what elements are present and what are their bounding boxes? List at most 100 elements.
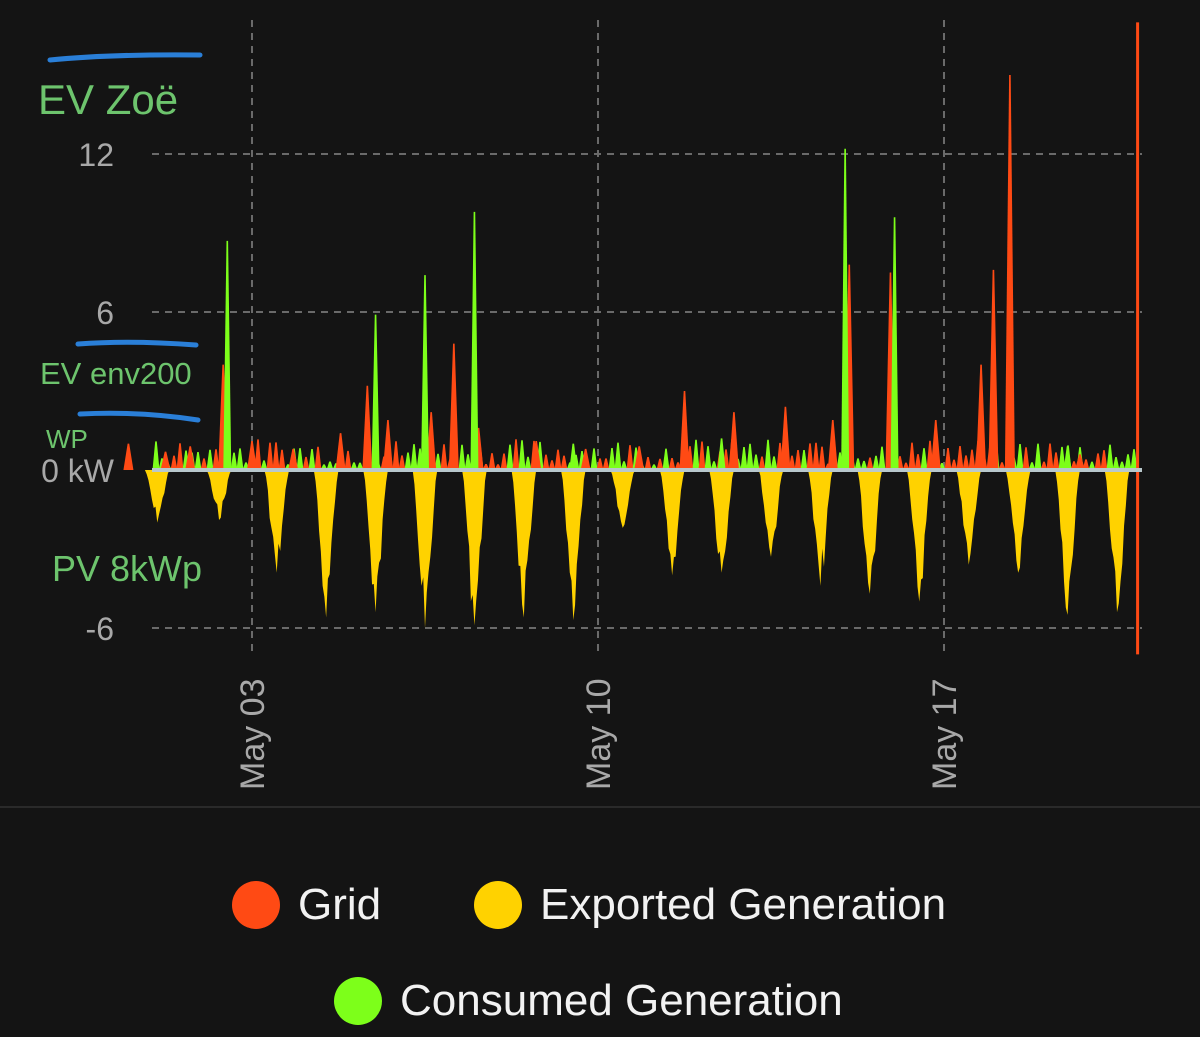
exported-generation-trough xyxy=(412,470,438,628)
baseline-bump xyxy=(542,454,550,470)
baseline-bump xyxy=(878,446,886,470)
x-tick-label: May 10 xyxy=(580,679,618,791)
baseline-bump xyxy=(500,453,508,470)
baseline-bump xyxy=(458,444,466,470)
baseline-bump xyxy=(860,460,868,470)
baseline-bump xyxy=(1034,443,1042,470)
exported-generation-trough xyxy=(313,470,339,618)
baseline-bump xyxy=(758,456,766,470)
exported-generation-trough xyxy=(906,470,932,602)
exported-generation-trough xyxy=(857,470,883,594)
baseline-bump xyxy=(752,454,760,470)
x-tick-label: May 03 xyxy=(234,679,272,791)
legend-item-grid[interactable]: Grid xyxy=(232,880,381,930)
legend-item-exported-generation[interactable]: Exported Generation xyxy=(474,880,946,930)
baseline-bump xyxy=(440,444,448,470)
baseline-bump xyxy=(488,453,496,470)
baseline-bump xyxy=(620,461,628,470)
grid-spike xyxy=(780,406,791,470)
baseline-bump xyxy=(968,449,976,470)
baseline-bump xyxy=(1094,453,1102,470)
legend-dot-exported-generation xyxy=(474,881,522,929)
baseline-bump xyxy=(656,458,664,470)
underline-wp xyxy=(77,410,201,423)
legend-dot-consumed-generation xyxy=(334,977,382,1025)
grid-spike xyxy=(185,446,196,470)
baseline-bump xyxy=(554,449,562,470)
baseline-bump xyxy=(590,448,598,470)
y-tick-label: 0 kW xyxy=(41,453,115,489)
baseline-bump xyxy=(398,455,406,470)
baseline-bump xyxy=(662,448,670,470)
exported-generation-trough xyxy=(1055,470,1080,615)
baseline-bump xyxy=(914,454,922,470)
exported-generation-trough xyxy=(956,470,982,565)
exported-generation-trough xyxy=(462,470,487,626)
baseline-bump xyxy=(524,456,532,470)
baseline-bump xyxy=(392,441,400,470)
baseline-bump xyxy=(812,442,820,470)
legend: Grid Exported Generation Consumed Genera… xyxy=(0,808,1200,1037)
baseline-bump xyxy=(1088,461,1096,470)
grid-spike xyxy=(1004,75,1015,470)
baseline-bump xyxy=(866,457,874,470)
baseline-bump xyxy=(1052,452,1060,470)
baseline-bump xyxy=(170,455,178,470)
baseline-bump xyxy=(962,455,970,470)
baseline-bump xyxy=(512,439,520,470)
baseline-bump xyxy=(944,447,952,470)
legend-item-consumed-generation[interactable]: Consumed Generation xyxy=(334,976,843,1026)
baseline-bump xyxy=(644,456,652,470)
consumed-generation-spike xyxy=(841,148,850,470)
baseline-bump xyxy=(326,461,334,470)
baseline-bump xyxy=(302,456,310,470)
consumed-generation-spike xyxy=(569,443,578,470)
exported-generation-trough xyxy=(144,470,170,523)
baseline-bump xyxy=(548,460,556,470)
baseline-bump xyxy=(518,440,526,470)
baseline-bump xyxy=(770,456,778,470)
baseline-bump xyxy=(614,442,622,470)
baseline-bump xyxy=(1016,444,1024,470)
baseline-bump xyxy=(806,443,814,470)
baseline-bump xyxy=(698,441,706,470)
baseline-bump xyxy=(200,458,208,470)
baseline-bump xyxy=(854,458,862,470)
baseline-bump xyxy=(920,448,928,470)
exported-generation-trough xyxy=(1104,470,1130,613)
grid-spike xyxy=(634,446,645,470)
baseline-bump xyxy=(1046,443,1054,470)
baseline-bump xyxy=(596,458,604,470)
baseline-bump xyxy=(746,443,754,470)
exported-generation-trough xyxy=(808,470,833,586)
baseline-bump xyxy=(872,455,880,470)
exported-generation-trough xyxy=(264,470,290,573)
grid-spike xyxy=(335,433,346,470)
baseline-bump xyxy=(950,459,958,470)
grid-spike xyxy=(827,419,838,470)
exported-generation-trough xyxy=(758,470,784,557)
legend-label-consumed-generation: Consumed Generation xyxy=(400,976,843,1025)
exported-generation-trough xyxy=(560,470,586,621)
baseline-bump xyxy=(434,453,442,470)
baseline-bump xyxy=(560,455,568,470)
y-tick-label: 6 xyxy=(96,295,114,331)
baseline-bump xyxy=(1040,461,1048,470)
baseline-bump xyxy=(1058,446,1066,470)
baseline-bump xyxy=(230,452,238,470)
baseline-bump xyxy=(1130,449,1138,470)
exported-generation-trough xyxy=(1005,470,1031,573)
baseline-bump xyxy=(278,449,286,470)
chart-legend-divider xyxy=(0,806,1200,808)
baseline-bump xyxy=(1106,444,1114,470)
handwritten-underlines xyxy=(47,52,203,423)
grid-spike xyxy=(160,451,171,470)
baseline-bump xyxy=(764,439,772,470)
energy-chart: 12 6 0 kW -6 May 03 May 10 May 17 EV Zoë EV en… xyxy=(38,20,1142,791)
baseline-bump xyxy=(1118,461,1126,470)
x-tick-label: May 17 xyxy=(926,679,964,791)
baseline-bump xyxy=(344,450,352,470)
underline-ev-zoe xyxy=(47,52,203,63)
grid-spike xyxy=(531,441,542,470)
consumed-generation-spike xyxy=(223,240,232,470)
